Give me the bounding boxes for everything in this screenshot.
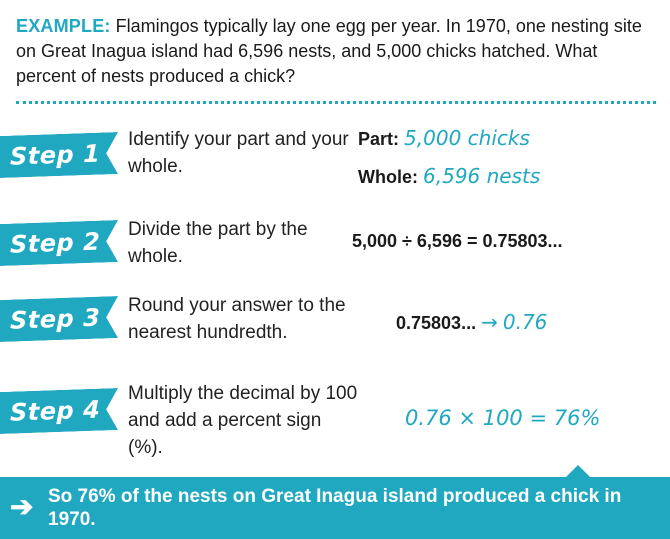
part-value: 5,000 chicks [404, 126, 530, 150]
unrounded-value: 0.75803... [396, 313, 477, 333]
step-1-badge: Step 1 [0, 132, 118, 178]
step-1-whole: Whole: 6,596 nests [358, 164, 540, 188]
step-3-badge: Step 3 [0, 296, 118, 342]
step-1-part: Part: 5,000 chicks [358, 126, 530, 150]
example-label: EXAMPLE: [16, 16, 111, 36]
step-1: Step 1 Identify your part and your whole… [0, 126, 670, 206]
step-3: Step 3 Round your answer to the nearest … [0, 292, 670, 372]
step-2-instruction: Divide the part by the whole. [128, 219, 308, 267]
whole-value: 6,596 nests [423, 164, 541, 188]
step-4: Step 4 Multiply the decimal by 100 and a… [0, 380, 670, 460]
arrow-right-icon: ➔ [10, 491, 34, 522]
whole-label: Whole: [358, 167, 418, 187]
arrow-right-icon: → [481, 310, 498, 334]
example-prompt: EXAMPLE: Flamingos typically lay one egg… [16, 14, 656, 89]
part-label: Part: [358, 129, 400, 149]
step-3-calculation: 0.75803... → 0.76 [396, 310, 547, 334]
step-3-instruction: Round your answer to the nearest hundred… [128, 295, 346, 343]
dotted-divider [16, 101, 656, 104]
conclusion-banner: ➔ So 76% of the nests on Great Inagua is… [0, 465, 670, 539]
step-4-instruction: Multiply the decimal by 100 and add a pe… [128, 383, 358, 458]
rounded-value: 0.76 [502, 310, 548, 334]
step-4-badge: Step 4 [0, 388, 118, 434]
conclusion-text: So 76% of the nests on Great Inagua isla… [48, 486, 622, 530]
step-2-calculation: 5,000 ÷ 6,596 = 0.75803... [352, 231, 563, 251]
step-2: Step 2 Divide the part by the whole. 5,0… [0, 216, 670, 296]
banner-notch [566, 465, 590, 477]
step-4-calculation: 0.76 × 100 = 76% [405, 406, 601, 430]
step-2-badge: Step 2 [0, 220, 118, 266]
example-text: Flamingos typically lay one egg per year… [16, 16, 642, 86]
step-1-instruction: Identify your part and your whole. [128, 129, 349, 177]
